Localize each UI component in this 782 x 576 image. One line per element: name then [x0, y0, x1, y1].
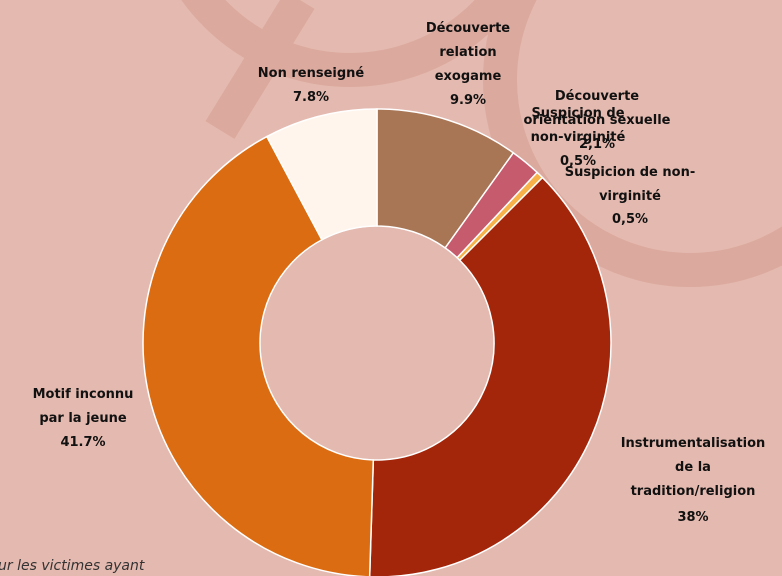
- slice-label: Suspicion de non-virginité: [565, 165, 695, 204]
- donut-hole: [261, 227, 493, 459]
- footnote: ur les victimes ayant: [0, 558, 145, 574]
- slice: [265, 108, 378, 241]
- slice-label: Découverte orientation sexuelle: [524, 89, 671, 128]
- value-label: 7.8%: [293, 90, 329, 105]
- value-label: 41.7%: [60, 435, 105, 450]
- donut: [142, 108, 612, 576]
- labels: Découverte relation exogame 9.9% Découverte o…: [33, 21, 766, 525]
- value-label: 0,5%: [560, 154, 596, 169]
- slice-label: Motif inconnu par la jeune: [33, 387, 134, 426]
- background-decoration: [181, 0, 782, 287]
- slice-label: Découverte relation exogame: [426, 21, 510, 84]
- value-label: 38%: [677, 510, 708, 525]
- slice: [368, 176, 612, 576]
- value-label: 0,5%: [612, 212, 648, 227]
- slice-label: Instrumentalisation de la tradition/religi…: [621, 436, 766, 499]
- value-label: 2,1%: [579, 137, 615, 152]
- value-label: 9.9%: [450, 93, 486, 108]
- slice-label: Suspicion de non-virginité: [531, 106, 626, 145]
- slice-label: Non renseigné: [258, 66, 365, 81]
- slice: [142, 135, 375, 576]
